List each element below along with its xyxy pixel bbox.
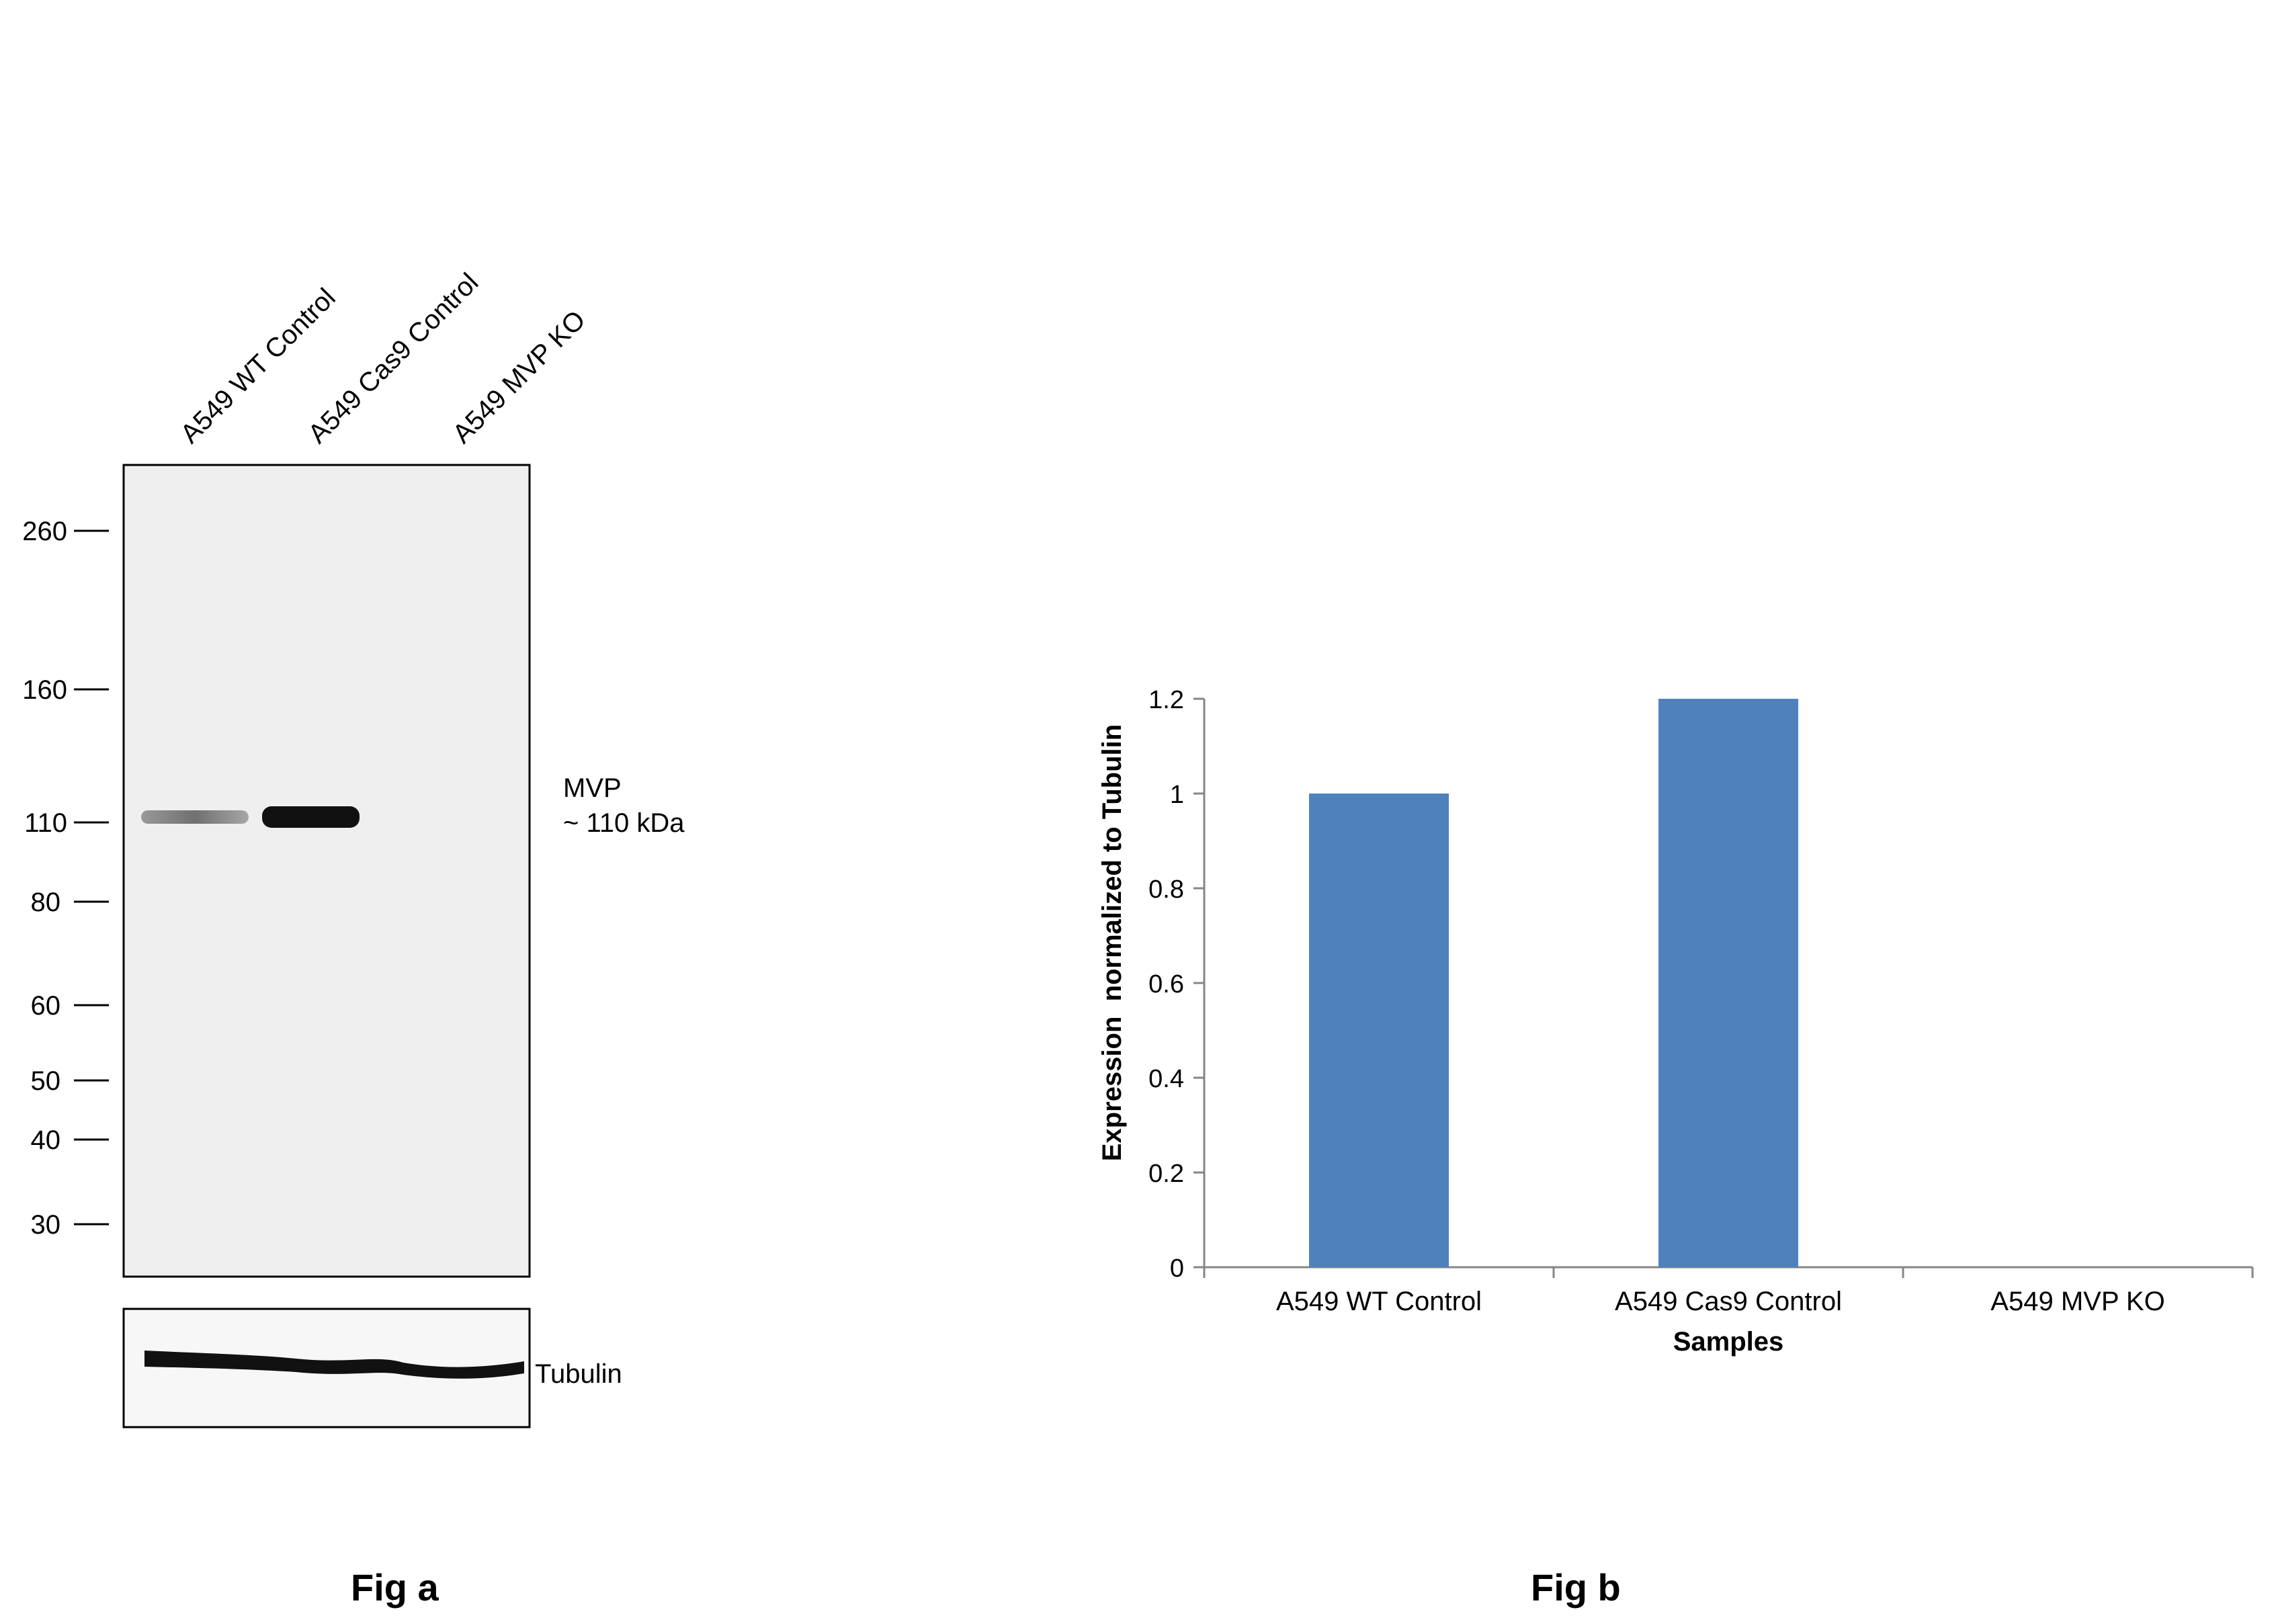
mw-marker-50: 50	[31, 1066, 109, 1096]
fig-b-caption: Fig b	[1531, 1566, 1621, 1609]
svg-text:50: 50	[31, 1066, 61, 1096]
tubulin-label: Tubulin	[535, 1359, 622, 1389]
bar-2	[1658, 699, 1798, 1267]
mw-marker-110: 110	[24, 808, 109, 838]
y-tick-label: 0.2	[1148, 1160, 1184, 1188]
y-tick-label: 1.2	[1148, 686, 1184, 714]
x-tick-label: A549 Cas9 Control	[1615, 1287, 1842, 1316]
fig-a-caption: Fig a	[351, 1566, 439, 1609]
y-tick-label: 0.8	[1148, 875, 1184, 904]
svg-text:60: 60	[31, 991, 61, 1021]
band-wt-control	[141, 810, 249, 824]
y-tick-label: 1	[1170, 781, 1184, 809]
band-cas9-control	[262, 806, 360, 828]
x-tick-label: A549 WT Control	[1276, 1287, 1482, 1316]
lane-label-3: A549 MVP KO	[447, 305, 591, 450]
svg-text:260: 260	[22, 517, 67, 546]
x-tick-label: A549 MVP KO	[1990, 1287, 2164, 1316]
y-tick-label: 0.4	[1148, 1065, 1184, 1093]
band-label-protein: MVP	[563, 773, 622, 803]
mw-marker-80: 80	[31, 888, 109, 917]
y-axis-title: Expression normalized to Tubulin	[1097, 724, 1127, 1161]
western-blot-figure: A549 WT Control A549 Cas9 Control A549 M…	[22, 267, 685, 1428]
blot-panel	[122, 464, 531, 1278]
band-label-size: ~ 110 kDa	[563, 808, 685, 838]
bar-1	[1309, 794, 1449, 1267]
x-axis-title: Samples	[1673, 1327, 1784, 1357]
mw-marker-160: 160	[22, 675, 109, 705]
svg-text:40: 40	[31, 1125, 61, 1155]
y-tick-label: 0	[1170, 1254, 1184, 1283]
tubulin-band	[144, 1351, 524, 1379]
svg-text:30: 30	[31, 1210, 61, 1240]
svg-text:160: 160	[22, 675, 67, 705]
svg-text:110: 110	[24, 808, 67, 838]
mw-marker-60: 60	[31, 991, 109, 1021]
mw-marker-40: 40	[31, 1125, 109, 1155]
svg-text:80: 80	[31, 888, 61, 917]
mw-marker-260: 260	[22, 517, 109, 546]
y-tick-label: 0.6	[1148, 970, 1184, 998]
mw-marker-30: 30	[31, 1210, 109, 1240]
